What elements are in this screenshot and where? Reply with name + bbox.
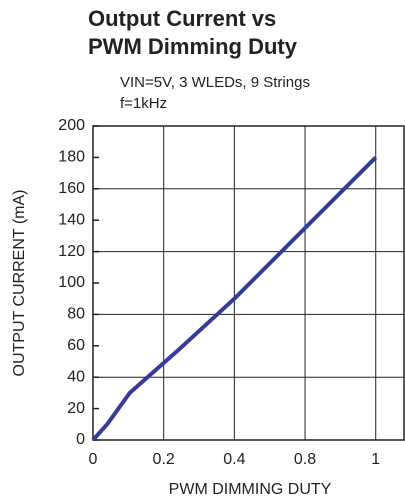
y-tick-label: 40 (67, 368, 85, 385)
y-tick-label: 140 (58, 211, 85, 228)
y-tick-label: 120 (58, 243, 85, 260)
x-tick-label: 0.4 (223, 451, 245, 468)
chart-title: PWM Dimming Duty (88, 34, 298, 59)
chart-subtitle: VIN=5V, 3 WLEDs, 9 Strings (120, 74, 310, 91)
y-tick-label: 20 (67, 400, 85, 417)
x-tick-label: 0 (89, 451, 98, 468)
y-tick-label: 60 (67, 337, 85, 354)
chart-title: Output Current vs (88, 6, 276, 31)
y-axis-label: OUTPUT CURRENT (mA) (11, 190, 28, 377)
data-line (91, 155, 378, 442)
y-tick-label: 180 (58, 149, 85, 166)
y-tick-label: 100 (58, 274, 85, 291)
y-tick-label: 80 (67, 306, 85, 323)
x-tick-label: 0.8 (294, 451, 316, 468)
x-tick-label: 0.2 (153, 451, 175, 468)
y-tick-label: 160 (58, 180, 85, 197)
y-tick-label: 0 (76, 431, 85, 448)
chart-subtitle: f=1kHz (120, 95, 167, 112)
y-tick-label: 200 (58, 117, 85, 134)
x-axis-label: PWM DIMMING DUTY (169, 481, 332, 498)
x-tick-label: 1 (371, 451, 380, 468)
